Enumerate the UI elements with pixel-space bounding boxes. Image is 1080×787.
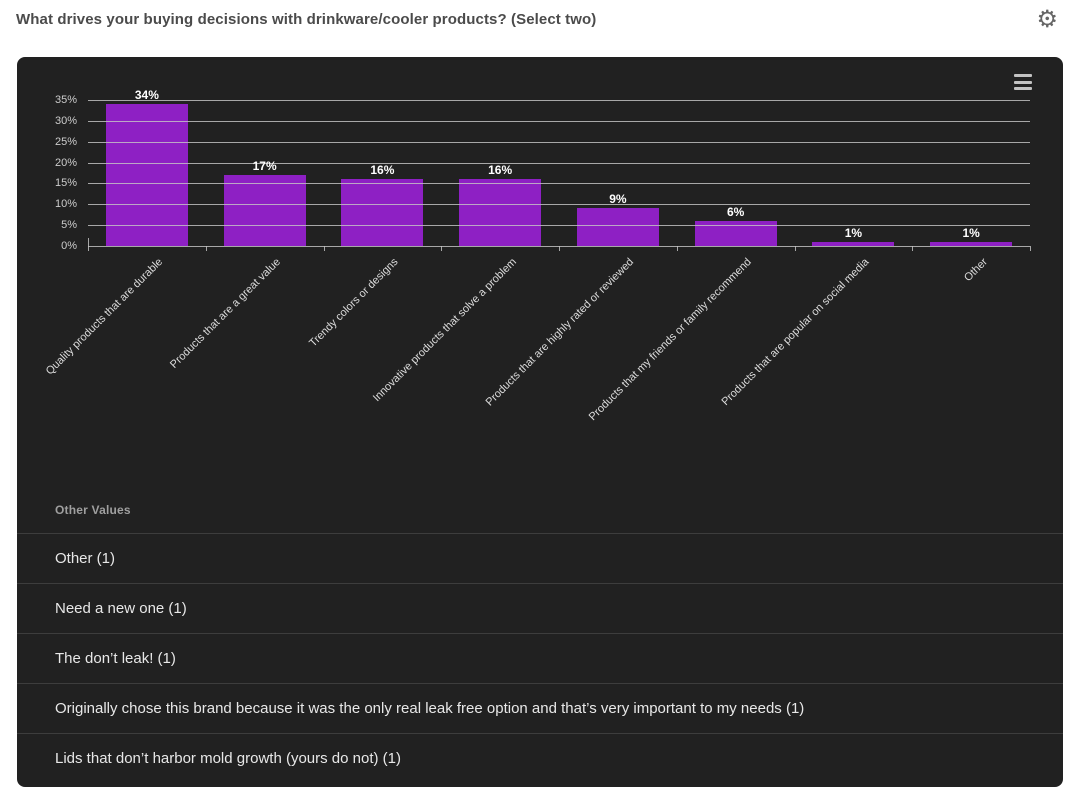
x-axis-tick: [676, 246, 678, 251]
y-axis-tick-label: 0%: [61, 240, 77, 252]
bar-value-label: 34%: [134, 88, 159, 103]
table-row: Originally chose this brand because it w…: [17, 683, 1063, 733]
gridline: [88, 141, 1030, 143]
gridline: [88, 204, 1030, 206]
bar[interactable]: [694, 220, 777, 246]
bar-value-label: 6%: [726, 204, 745, 219]
bar-value-label: 17%: [252, 159, 277, 174]
question-header: What drives your buying decisions with d…: [0, 0, 1080, 40]
bar[interactable]: [105, 104, 188, 246]
gridline: [88, 183, 1030, 185]
y-axis-tick-label: 5%: [61, 219, 77, 232]
table-row: Other (1): [17, 533, 1063, 583]
bar-value-label: 16%: [488, 163, 513, 178]
x-axis-tick: [441, 246, 443, 251]
hamburger-bar: [1014, 74, 1032, 77]
hamburger-bar: [1014, 87, 1032, 90]
hamburger-bar: [1014, 80, 1032, 84]
bar-value-label: 1%: [844, 225, 863, 240]
bar[interactable]: [576, 208, 659, 246]
x-axis-tick: [912, 246, 914, 251]
bar[interactable]: [812, 241, 895, 246]
table-rows: Other (1) Need a new one (1) The don’t lea…: [17, 533, 1063, 783]
y-axis-tick-label: 15%: [54, 177, 77, 190]
x-axis-tick: [559, 246, 560, 251]
bar-chart: 0% 5% 10% 15% 20% 25% 30% 35% 34% Quality product…: [17, 57, 1063, 485]
gridline: [88, 162, 1030, 164]
bar[interactable]: [930, 241, 1013, 246]
bar[interactable]: [223, 175, 306, 246]
x-axis-tick: [205, 246, 207, 251]
bar-value-label: 9%: [609, 192, 627, 207]
question-title: What drives your buying decisions with d…: [16, 11, 597, 28]
y-axis-line: [88, 238, 89, 246]
table-header: Other Values: [55, 503, 131, 517]
bar-value-label: 16%: [370, 163, 395, 178]
other-values-table: Other Values Other (1) Need a new one (1)…: [17, 487, 1063, 783]
gridline: [88, 100, 1030, 101]
bar[interactable]: [341, 179, 424, 246]
x-axis-tick: [88, 246, 89, 251]
x-axis-tick: [1030, 246, 1031, 251]
y-axis-tick-label: 20%: [54, 156, 77, 169]
y-axis-tick-label: 30%: [54, 114, 77, 127]
hamburger-menu-icon[interactable]: [1014, 74, 1034, 90]
gridline: [88, 120, 1030, 122]
gridline: [88, 225, 1030, 227]
gear-icon[interactable]: ⚙: [1036, 5, 1058, 33]
bar-value-label: 1%: [962, 225, 980, 240]
y-axis-tick-label: 10%: [54, 198, 77, 211]
chart-panel: 0% 5% 10% 15% 20% 25% 30% 35% 34% Quality product…: [17, 57, 1063, 787]
x-axis-tick: [323, 246, 325, 251]
table-row: Lids that don’t harbor mold growth (your…: [17, 733, 1063, 783]
y-axis-tick-label: 35%: [54, 94, 77, 106]
y-axis-tick-label: 25%: [54, 135, 77, 148]
x-axis-tick: [794, 246, 796, 251]
table-row: The don’t leak! (1): [17, 633, 1063, 683]
bar[interactable]: [459, 179, 542, 246]
table-row: Need a new one (1): [17, 583, 1063, 633]
